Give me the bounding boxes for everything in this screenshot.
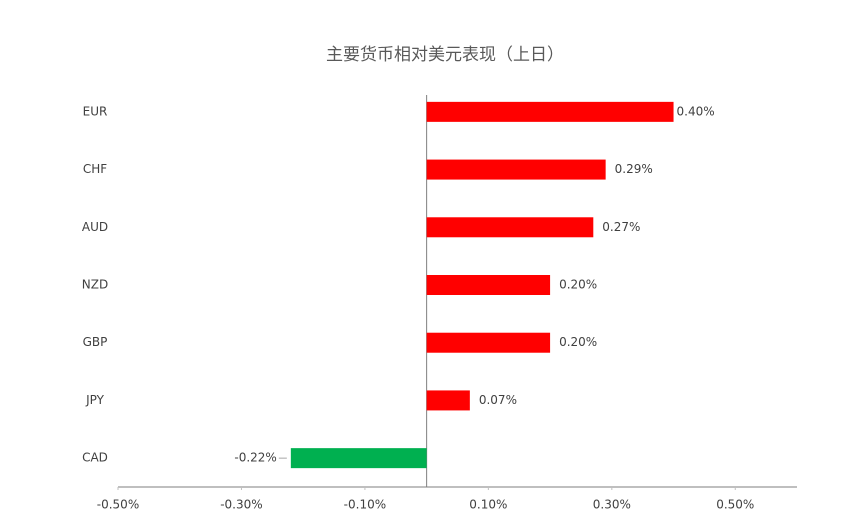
bar xyxy=(426,390,470,411)
bar xyxy=(426,101,674,122)
value-label: -0.22% xyxy=(234,451,276,465)
x-tick-label: -0.10% xyxy=(344,498,386,512)
value-label: 0.40% xyxy=(677,104,715,118)
y-tick-label: GBP xyxy=(83,335,108,349)
value-label: 0.20% xyxy=(559,335,597,349)
y-tick-label: JPY xyxy=(85,393,105,407)
bar xyxy=(426,275,551,295)
value-label: 0.07% xyxy=(479,393,517,407)
y-tick-label: EUR xyxy=(83,104,108,118)
bar xyxy=(290,448,427,469)
value-label: 0.27% xyxy=(602,220,640,234)
y-tick-label: CHF xyxy=(83,162,107,176)
x-tick-label: 0.50% xyxy=(716,498,754,512)
x-tick-label: -0.30% xyxy=(220,498,262,512)
x-tick-label: 0.30% xyxy=(593,498,631,512)
chart-title: 主要货币相对美元表现（上日） xyxy=(326,45,564,65)
x-tick-label: 0.10% xyxy=(469,498,507,512)
bar xyxy=(426,217,594,238)
value-label: 0.29% xyxy=(615,162,653,176)
bar xyxy=(426,159,606,180)
bar xyxy=(426,332,551,353)
y-tick-label: NZD xyxy=(82,278,108,292)
y-tick-label: CAD xyxy=(82,451,108,465)
y-tick-label: AUD xyxy=(82,220,108,234)
x-tick-label: -0.50% xyxy=(97,498,139,512)
value-label: 0.20% xyxy=(559,278,597,292)
